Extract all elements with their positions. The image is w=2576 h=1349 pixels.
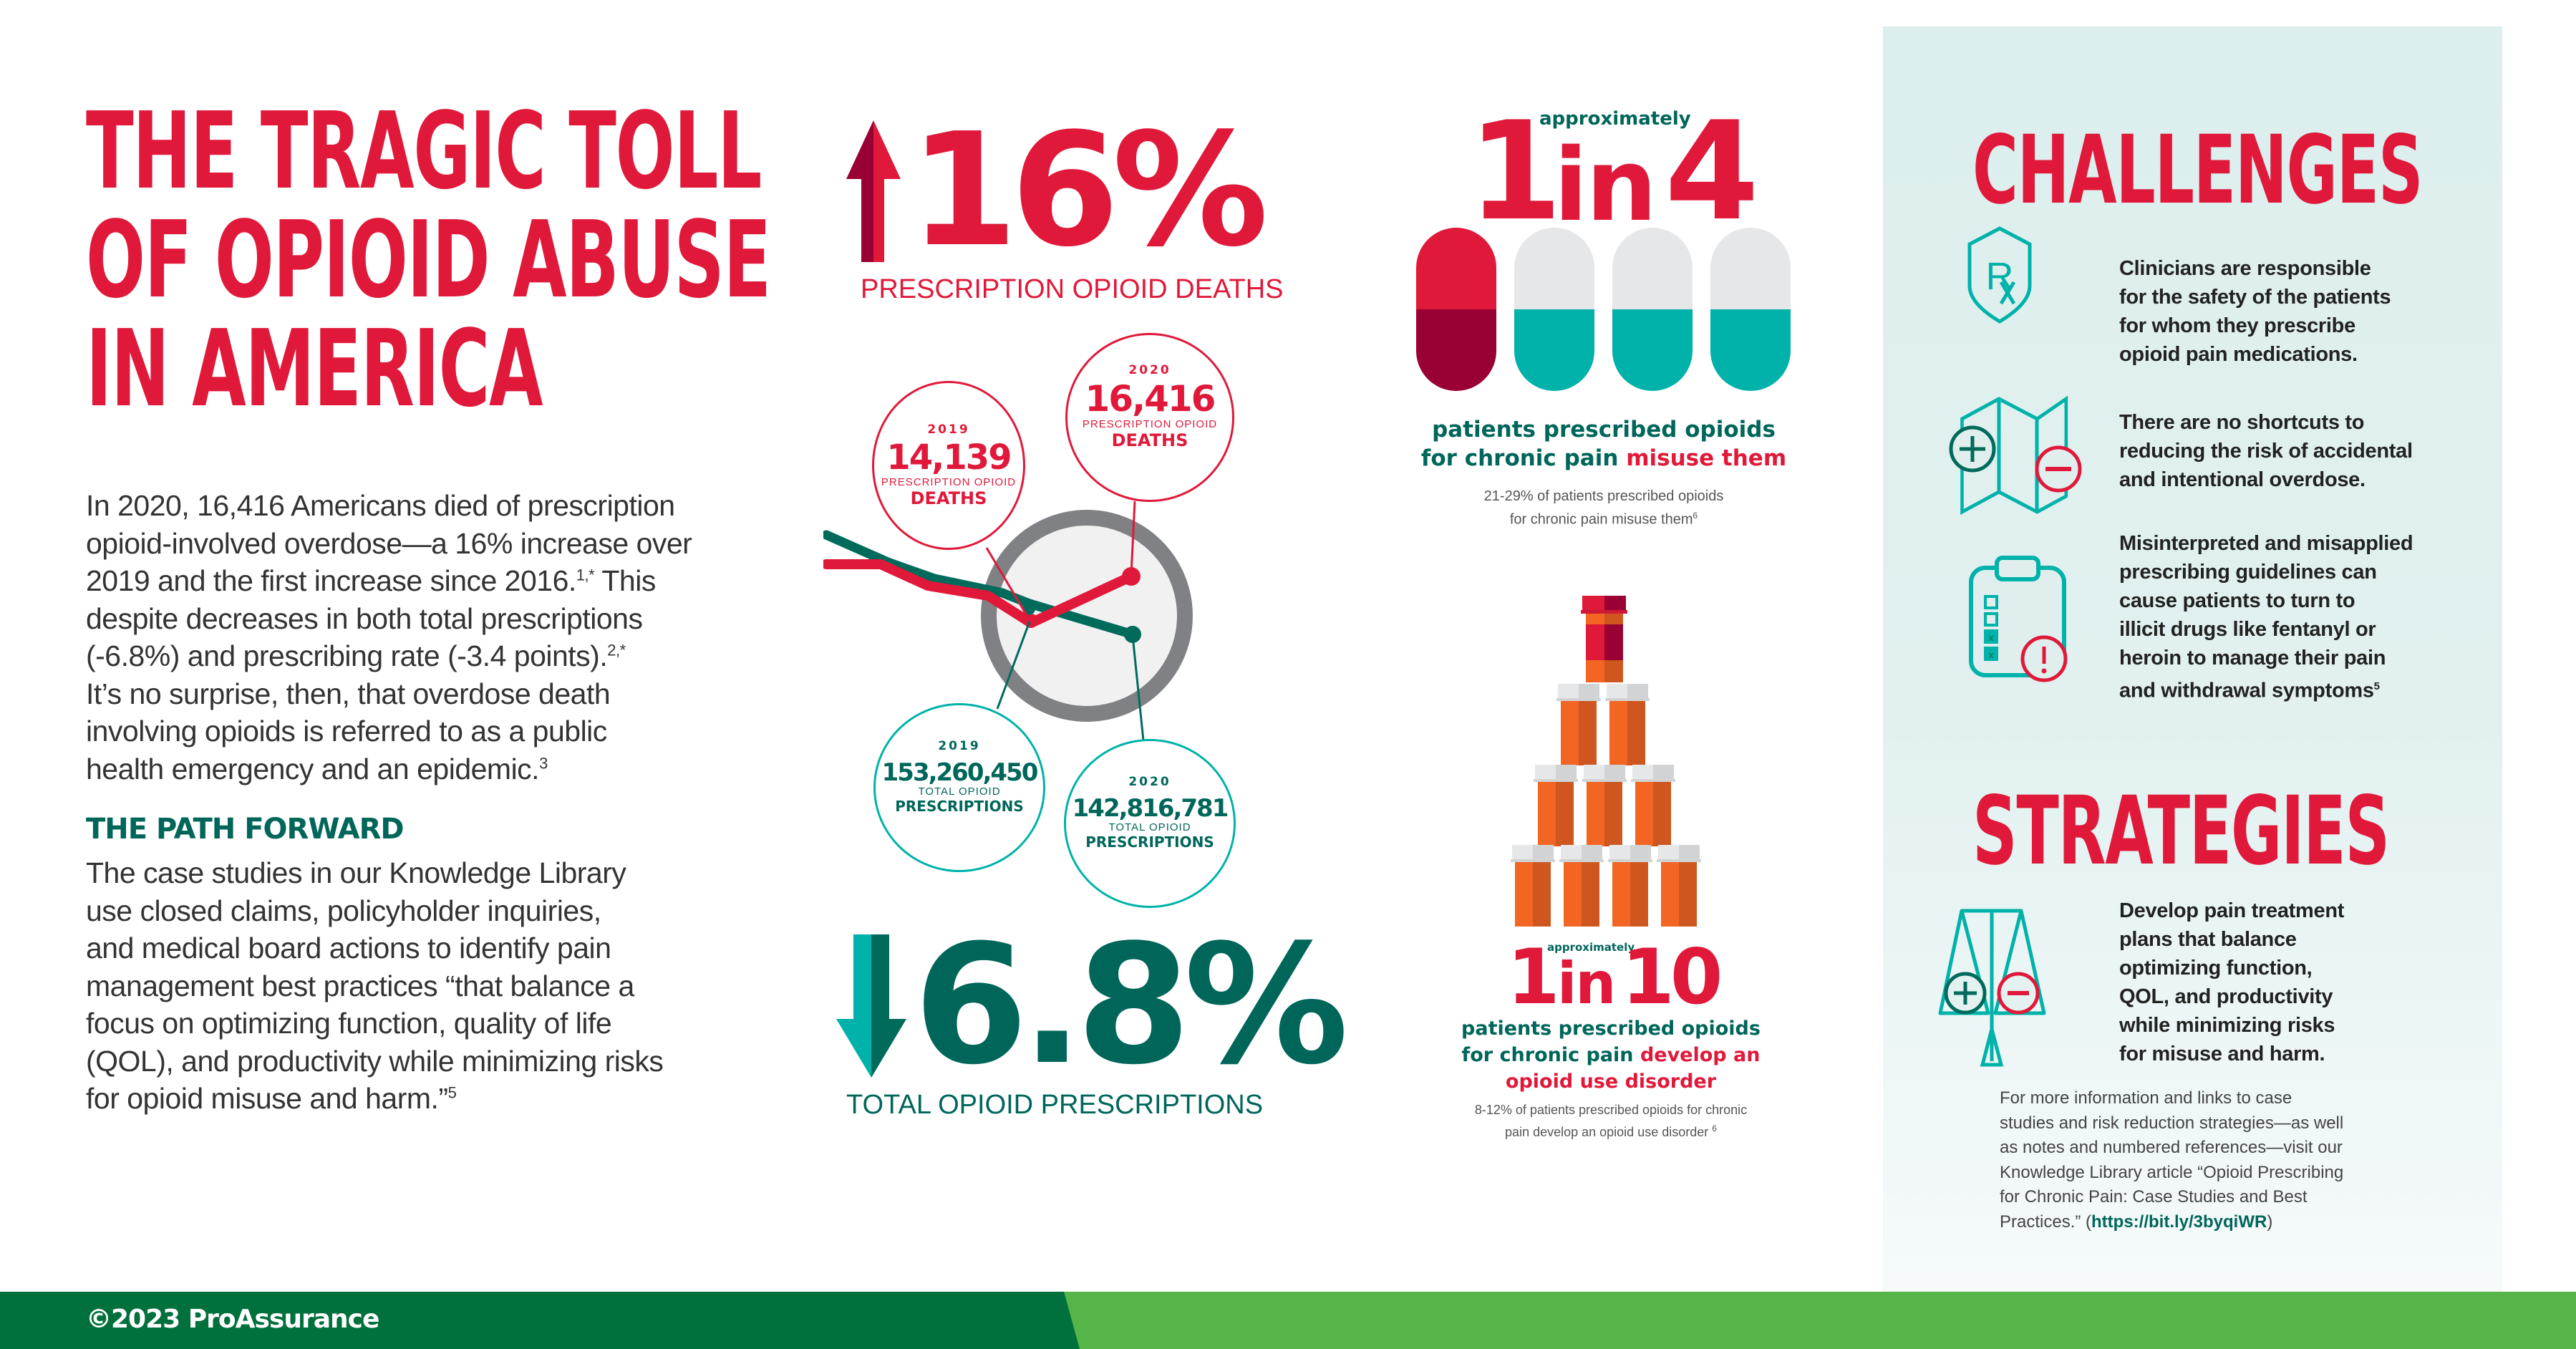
callout-value: 16,416 xyxy=(1085,378,1216,420)
callout-prescriptions-2019: 2019 153,260,450 TOTAL OPIOID PRESCRIPTI… xyxy=(873,703,1045,872)
svg-text:x: x xyxy=(1988,633,1993,643)
path-forward-paragraph: The case studies in our Knowledge Librar… xyxy=(86,854,802,1118)
misuse-note: 21-29% of patients prescribed opioids fo… xyxy=(1483,488,1724,528)
prescriptions-percent-caption: TOTAL OPIOID PRESCRIPTIONS xyxy=(846,1090,1264,1120)
deaths-percent-caption: PRESCRIPTION OPIOID DEATHS xyxy=(861,274,1284,304)
footer-bar: ©2023 ProAssurance xyxy=(0,1292,2576,1349)
disorder-ratio: 1 approximately in 10 xyxy=(1507,939,1723,1017)
callout-label: TOTAL OPIOID xyxy=(1108,821,1191,834)
ratio-numerator: 1 xyxy=(1507,933,1560,1021)
callout-label-bold: DEATHS xyxy=(1111,430,1188,450)
path-forward-heading: THE PATH FORWARD xyxy=(86,813,405,846)
challenge-item-text: Misinterpreted and misapplied prescribin… xyxy=(2119,532,2413,702)
misuse-caption: patients prescribed opioids for chronic … xyxy=(1420,417,1787,471)
misuse-ratio: 1 approximately in 4 xyxy=(1468,104,1768,240)
ratio-approx-label: approximately xyxy=(1539,108,1691,130)
intro-line: health emergency and an epidemic.3 xyxy=(86,752,548,785)
challenge-item-text: Clinicians are responsible for the safet… xyxy=(2119,257,2391,366)
intro-line: In 2020, 16,416 Americans died of prescr… xyxy=(86,489,675,522)
strategy-item-text: Develop pain treatment plans that balanc… xyxy=(2119,899,2345,1065)
callout-value: 142,816,781 xyxy=(1072,793,1229,823)
deaths-percent-stat: 16% xyxy=(909,100,1269,281)
callout-year: 2020 xyxy=(1128,363,1171,378)
knowledge-library-link[interactable]: https://bit.ly/3byqiWR xyxy=(2091,1212,2267,1232)
ratio-denominator: 10 xyxy=(1622,933,1723,1021)
trend-line-chart xyxy=(823,501,1193,741)
path-line: and medical board actions to identify pa… xyxy=(86,932,611,964)
pills-row xyxy=(1416,228,1796,392)
svg-text:x: x xyxy=(1988,650,1993,660)
callout-label: PRESCRIPTION OPIOID xyxy=(881,475,1017,488)
title-line-2: OF OPIOID ABUSE xyxy=(86,198,771,321)
pill-icon xyxy=(1612,228,1693,391)
ratio-denominator: 4 xyxy=(1665,92,1759,251)
callout-label-bold: PRESCRIPTIONS xyxy=(895,798,1024,816)
callout-deaths-2020: 2020 16,416 PRESCRIPTION OPIOID DEATHS xyxy=(1065,333,1234,502)
path-line: focus on optimizing function, quality of… xyxy=(86,1007,612,1040)
challenges-strategies-panel: CHALLENGES R Clinicians are responsible … xyxy=(1883,26,2502,1292)
balance-scale-icon xyxy=(1938,909,2046,1067)
intro-line: opioid-involved overdose—a 16% increase … xyxy=(86,526,692,560)
rx-shield-icon: R xyxy=(1967,226,2032,324)
path-line: The case studies in our Knowledge Librar… xyxy=(86,856,626,889)
disorder-caption: patients prescribed opioids for chronic … xyxy=(1461,1017,1761,1093)
intro-line: involving opioids is referred to as a pu… xyxy=(86,715,607,748)
copyright-text: ©2023 ProAssurance xyxy=(86,1305,379,1334)
map-plus-minus-icon xyxy=(1949,395,2082,516)
intro-line: 2019 and the first increase since 2016.1… xyxy=(86,564,656,597)
challenge-item-text: There are no shortcuts to reducing the r… xyxy=(2119,411,2413,491)
more-info-text: For more information and links to case s… xyxy=(2000,1088,2344,1232)
arrow-down-icon xyxy=(836,934,906,1078)
path-line: (QOL), and productivity while minimizing… xyxy=(86,1044,664,1078)
title-line-1: THE TRAGIC TOLL xyxy=(86,90,762,213)
ratio-in: in xyxy=(1554,127,1657,244)
path-line: for opioid misuse and harm.”5 xyxy=(86,1082,457,1115)
callout-deaths-2019: 2019 14,139 PRESCRIPTION OPIOID DEATHS xyxy=(872,381,1025,550)
pill-bottles-pyramid-icon xyxy=(1511,596,1701,927)
callout-label: TOTAL OPIOID xyxy=(918,785,1001,798)
path-line: use closed claims, policyholder inquirie… xyxy=(86,894,601,927)
page-title: THE TRAGIC TOLL OF OPIOID ABUSE IN AMERI… xyxy=(86,98,802,456)
clipboard-alert-icon: x x xyxy=(1969,556,2068,682)
callout-value: 153,260,450 xyxy=(881,758,1039,787)
pill-icon xyxy=(1710,228,1791,391)
title-line-3: IN AMERICA xyxy=(86,307,543,430)
callout-label: PRESCRIPTION OPIOID xyxy=(1082,417,1218,430)
callout-label-bold: DEATHS xyxy=(910,488,987,508)
challenges-heading: CHALLENGES xyxy=(1972,115,2424,226)
callout-prescriptions-2020: 2020 142,816,781 TOTAL OPIOID PRESCRIPTI… xyxy=(1064,739,1236,908)
pill-icon xyxy=(1514,228,1594,391)
ratio-approx-label: approximately xyxy=(1547,941,1635,954)
arrow-up-icon xyxy=(846,120,901,262)
intro-line: (-6.8%) and prescribing rate (-3.4 point… xyxy=(86,639,626,672)
callout-value: 14,139 xyxy=(886,437,1012,478)
callout-label-bold: PRESCRIPTIONS xyxy=(1085,833,1214,851)
intro-line: despite decreases in both total prescrip… xyxy=(86,601,643,635)
ratio-in: in xyxy=(1557,950,1616,1017)
disorder-note: 8-12% of patients prescribed opioids for… xyxy=(1474,1103,1748,1139)
callout-year: 2019 xyxy=(938,738,981,753)
pill-icon-misuse xyxy=(1416,228,1496,391)
callout-year: 2019 xyxy=(927,422,970,437)
strategies-heading: STRATEGIES xyxy=(1972,776,2390,886)
footer-accent-shape xyxy=(1064,1292,2576,1349)
prescriptions-percent-stat: 6.8% xyxy=(914,910,1349,1101)
callout-year: 2020 xyxy=(1128,774,1171,789)
intro-line: It’s no surprise, then, that overdose de… xyxy=(86,677,611,710)
path-line: management best practices “that balance … xyxy=(86,969,634,1002)
ratio-numerator: 1 xyxy=(1468,92,1562,251)
intro-paragraph: In 2020, 16,416 Americans died of prescr… xyxy=(86,487,802,788)
